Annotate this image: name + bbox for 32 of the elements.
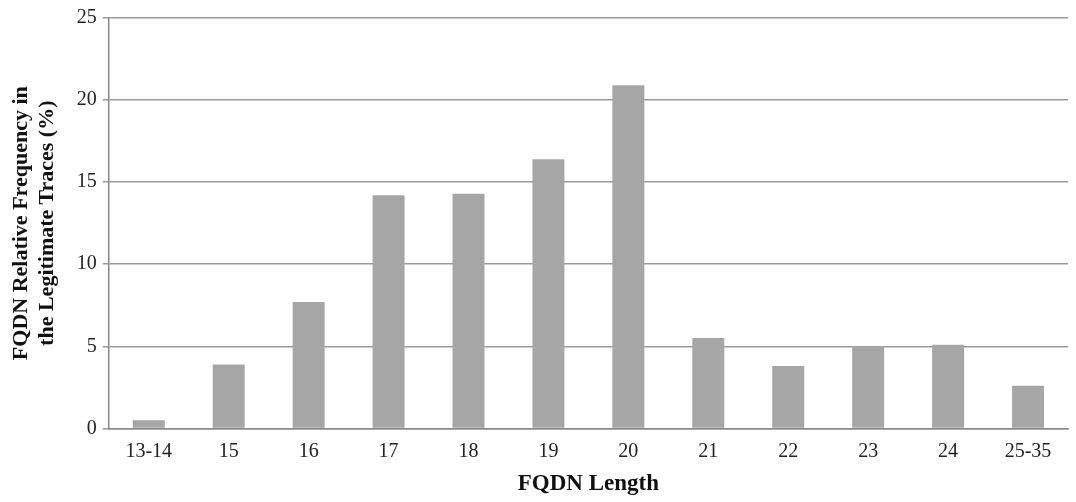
bar — [132, 420, 165, 428]
bar — [852, 346, 885, 428]
x-tick-label: 18 — [458, 438, 479, 461]
bar — [612, 85, 645, 428]
x-axis-title: FQDN Length — [517, 470, 660, 496]
x-tick-label: 24 — [938, 438, 959, 461]
x-tick-label: 23 — [858, 438, 879, 461]
x-tick-label: 21 — [698, 438, 719, 461]
x-tick-label: 25-35 — [1004, 438, 1052, 461]
bar — [292, 302, 325, 428]
bar — [1012, 385, 1045, 428]
x-tick-label: 15 — [218, 438, 239, 461]
bar — [772, 366, 805, 428]
x-tick-label: 20 — [618, 438, 639, 461]
y-axis-title: FQDN Relative Frequency in the Legitimate Traces (%) — [6, 86, 59, 361]
bar — [932, 344, 965, 428]
y-tick-label: 10 — [76, 251, 97, 274]
y-tick-label: 20 — [76, 87, 97, 110]
bar — [532, 159, 565, 428]
x-tick-label: 22 — [778, 438, 799, 461]
x-tick-label: 17 — [378, 438, 399, 461]
x-tick-label: 16 — [298, 438, 319, 461]
y-tick-label: 25 — [76, 5, 97, 28]
y-tick-label: 0 — [86, 415, 97, 438]
y-tick-label: 5 — [86, 333, 97, 356]
x-tick-label: 13-14 — [125, 438, 173, 461]
bar — [692, 338, 725, 428]
y-tick-label: 15 — [76, 169, 97, 192]
bar — [372, 195, 405, 428]
bar — [212, 364, 245, 428]
x-tick-label: 19 — [538, 438, 559, 461]
bar — [452, 193, 485, 428]
